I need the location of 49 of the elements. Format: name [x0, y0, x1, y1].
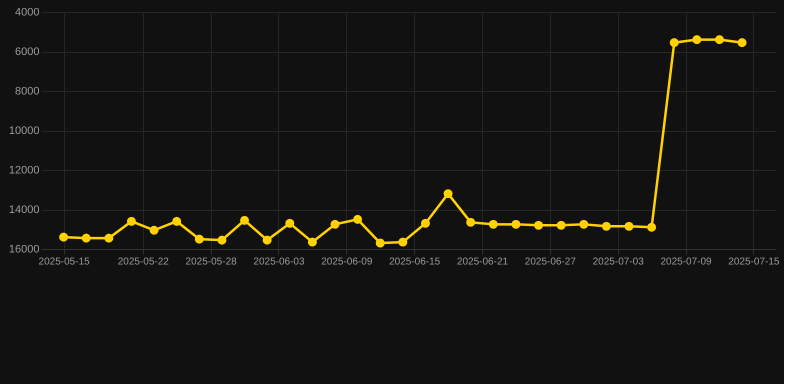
point: [172, 216, 182, 226]
y-tick-label: 4000: [15, 6, 40, 18]
point: [466, 218, 476, 227]
point: [194, 234, 204, 244]
point: [59, 232, 68, 242]
point: [126, 216, 136, 226]
x-tick-label: 2025-06-03: [253, 256, 305, 268]
point: [579, 220, 588, 229]
point: [647, 222, 656, 232]
x-tick-label: 2025-06-21: [456, 256, 509, 268]
point: [534, 220, 544, 230]
x-tick-label: 2025-06-15: [389, 256, 441, 268]
point: [308, 238, 317, 247]
point: [353, 214, 362, 224]
x-tick-label: 2025-07-15: [728, 256, 780, 268]
point: [511, 220, 520, 229]
point: [217, 236, 226, 245]
x-tick-label: 2025-05-15: [38, 256, 90, 268]
y-tick-label: 12000: [8, 164, 40, 176]
y-tick-label: 6000: [15, 46, 40, 58]
x-tick-label: 2025-05-22: [118, 256, 170, 268]
x-tick-label: 2025-06-09: [321, 256, 373, 268]
point: [240, 216, 250, 225]
point: [150, 226, 159, 235]
x-tick-label: 2025-07-03: [592, 256, 644, 268]
x-tick-label: 2025-06-27: [524, 256, 576, 268]
point: [444, 189, 453, 198]
point: [556, 220, 566, 230]
point: [420, 218, 430, 228]
y-tick-label: 8000: [15, 86, 40, 98]
y-tick-label: 16000: [8, 244, 40, 256]
point: [624, 222, 634, 231]
point: [262, 236, 272, 245]
point: [398, 238, 408, 247]
point: [738, 38, 747, 48]
x-tick-label: 2025-05-28: [186, 256, 238, 268]
point: [104, 234, 114, 243]
point: [602, 222, 611, 231]
y-tick-label: 10000: [8, 125, 40, 137]
point: [376, 238, 385, 248]
point: [692, 35, 702, 44]
point: [285, 218, 294, 228]
point: [82, 234, 91, 243]
point: [330, 220, 340, 229]
point: [488, 220, 498, 229]
point: [714, 35, 724, 44]
x-tick-label: 2025-07-09: [660, 256, 712, 268]
y-tick-label: 14000: [8, 204, 40, 216]
point: [670, 38, 679, 48]
